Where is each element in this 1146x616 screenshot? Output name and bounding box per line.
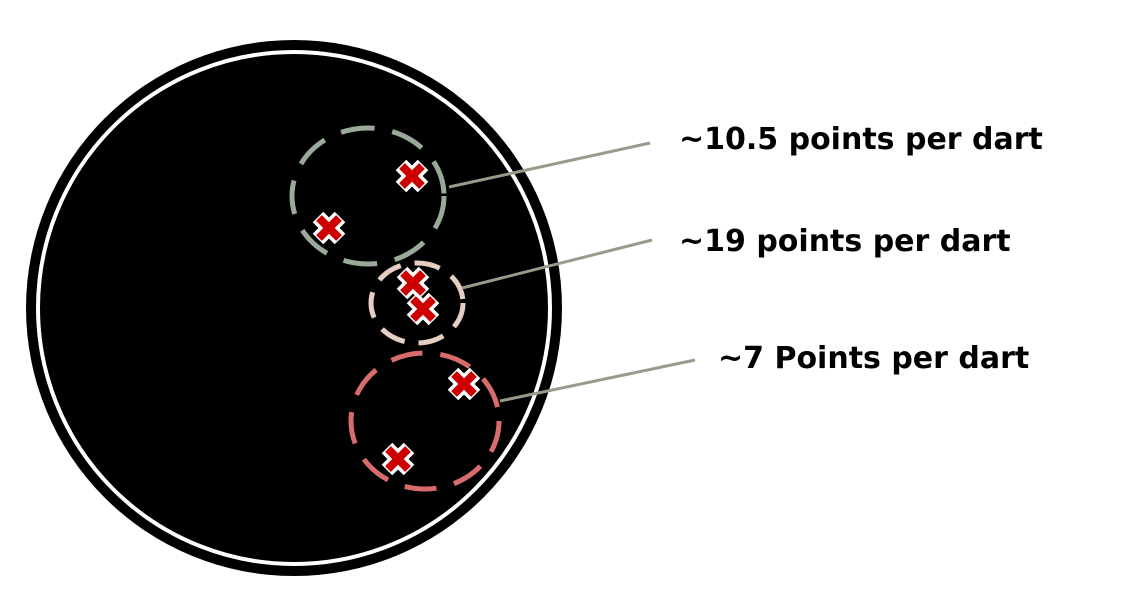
group-middle-circle [368, 260, 466, 346]
dart-hit-x-mark-icon [402, 272, 424, 294]
dartboard [26, 40, 562, 576]
group-top-leader-line [448, 141, 651, 189]
group-top-circle [289, 125, 447, 267]
group-bottom-label: ~7 Points per dart [718, 341, 1029, 376]
dart-group-top: ~10.5 points per dart [289, 122, 1043, 267]
dart-hit-x-mark-icon [453, 373, 475, 395]
group-top-label: ~10.5 points per dart [679, 122, 1043, 157]
group-bottom-circle [348, 350, 502, 492]
dart-hit-x-mark-icon [387, 448, 409, 470]
dart-group-bottom: ~7 Points per dart [348, 341, 1029, 492]
group-middle-leader-line [461, 238, 653, 290]
dart-hit-x-mark-icon [412, 298, 434, 320]
dart-hit-x-mark-icon [318, 217, 340, 239]
board-outer-ring [26, 40, 562, 576]
group-middle-label: ~19 points per dart [679, 224, 1011, 259]
dart-group-middle: ~19 points per dart [368, 224, 1011, 346]
dart-hit-x-mark-icon [401, 165, 423, 187]
board-inner-ring [36, 50, 552, 566]
group-bottom-leader-line [499, 358, 696, 403]
